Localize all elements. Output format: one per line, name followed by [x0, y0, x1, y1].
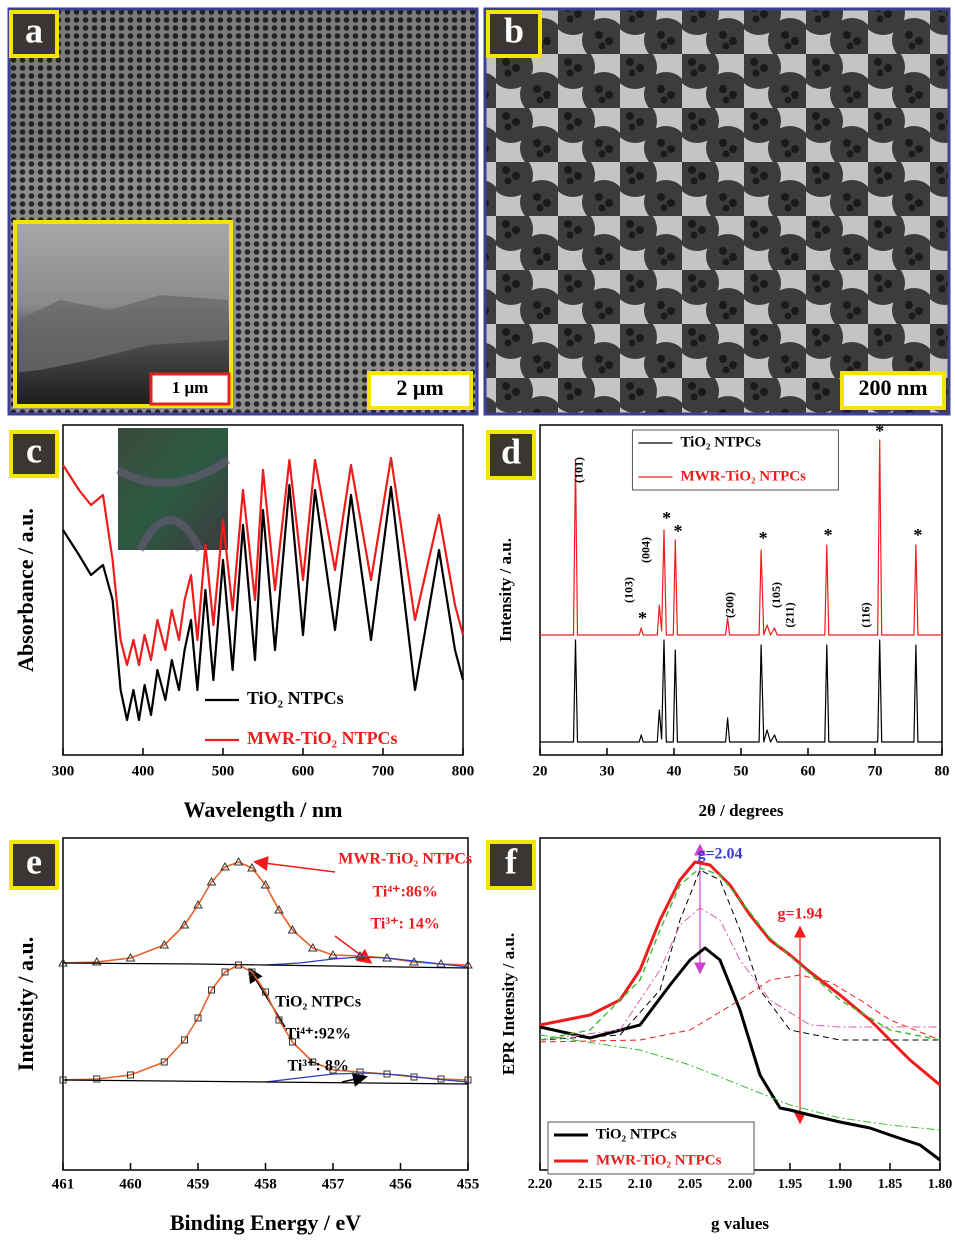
annotation: (103)	[622, 577, 636, 603]
plot-frame	[540, 838, 940, 1170]
x-tick-label: 1.95	[778, 1177, 803, 1192]
annotation: (105)	[769, 582, 783, 608]
x-tick-label: 456	[389, 1176, 412, 1192]
annotation: *	[662, 508, 671, 528]
x-tick-label: 800	[452, 763, 475, 779]
annotation: *	[875, 421, 884, 441]
x-axis-label: Wavelength / nm	[184, 797, 343, 822]
sem-image	[485, 9, 949, 414]
chart-panel: 2.20 2.15 2.10 2.05 2.00 1.95 1.90 1.85 1.80 g va…	[488, 838, 952, 1233]
legend-entry: TiO₂ NTPCs	[247, 688, 344, 708]
chart-panel: 461 460 459 458 457 456 455 Binding Energy / eV…	[11, 838, 479, 1235]
x-tick-label: 2.10	[628, 1177, 653, 1192]
sem-shade	[10, 10, 476, 160]
y-axis-label: Absorbance / a.u.	[13, 508, 38, 672]
x-tick-label: 461	[52, 1176, 75, 1192]
annotation: (116)	[859, 602, 873, 627]
x-tick-label: 300	[52, 763, 75, 779]
annotation: (200)	[723, 592, 737, 618]
x-tick-label: 50	[734, 763, 749, 779]
annotation: MWR-TiO₂ NTPCs	[338, 851, 472, 868]
legend-entry: TiO₂ NTPCs	[596, 1126, 677, 1142]
x-tick-label: 40	[667, 763, 682, 779]
annotation: *	[824, 525, 833, 545]
x-tick-label: 20	[533, 763, 548, 779]
x-tick-label: 70	[868, 763, 883, 779]
x-tick-label: 455	[457, 1176, 480, 1192]
chart-panel: 300 400 500 600 700 800 Wavelength / nm Absorba…	[11, 425, 474, 822]
x-axis-label: g values	[711, 1214, 769, 1233]
scale-bar: 2 μm	[396, 375, 443, 400]
panel-a: 1 μm 2 μm a	[9, 9, 477, 414]
x-tick-label: 80	[935, 763, 950, 779]
annotation: Ti³⁺: 8%	[287, 1058, 348, 1075]
annotation: (101)	[571, 457, 585, 483]
series-line	[540, 862, 940, 1085]
x-tick-label: 2.20	[528, 1177, 553, 1192]
page: 1 μm 2 μm a 200 nm b 300 400 500 600 700 800 W…	[0, 0, 955, 1240]
x-tick-label: 30	[600, 763, 615, 779]
x-tick-label: 457	[322, 1176, 345, 1192]
x-axis-label: 2θ / degrees	[698, 801, 783, 820]
annotation: Ti³⁺: 14%	[371, 916, 440, 933]
chart-panel: 20 30 40 50 60 70 80 2θ / degrees Intensity / a.…	[488, 421, 950, 820]
inset-scale-bar: 1 μm	[172, 378, 209, 397]
x-tick-label: 2.00	[728, 1177, 753, 1192]
series-line	[540, 640, 942, 742]
annotation: *	[913, 525, 922, 545]
legend-entry: MWR-TiO₂ NTPCs	[680, 468, 806, 484]
legend-entry: MWR-TiO₂ NTPCs	[596, 1152, 722, 1168]
annotation: (004)	[638, 537, 652, 563]
annotation: g=2.04	[697, 846, 742, 863]
series-line	[63, 1080, 468, 1084]
x-tick-label: 2.15	[578, 1177, 603, 1192]
x-tick-label: 400	[132, 763, 155, 779]
panel-label: e	[26, 841, 42, 881]
x-tick-label: 500	[212, 763, 235, 779]
panel-label: a	[25, 10, 43, 50]
x-tick-label: 2.05	[678, 1177, 703, 1192]
series-line	[540, 1035, 940, 1130]
series-line	[63, 963, 468, 968]
legend-entry: MWR-TiO₂ NTPCs	[247, 728, 398, 748]
annotation: *	[674, 521, 683, 541]
x-tick-label: 460	[119, 1176, 142, 1192]
annotation: *	[638, 608, 647, 628]
annotation: Ti⁴⁺:92%	[285, 1026, 350, 1043]
annotation: (211)	[782, 602, 796, 627]
x-tick-label: 458	[254, 1176, 277, 1192]
x-tick-label: 700	[372, 763, 395, 779]
panel-label: d	[501, 431, 521, 471]
x-tick-label: 600	[292, 763, 315, 779]
y-axis-label: Intensity / a.u.	[13, 937, 38, 1071]
panel-label: b	[504, 10, 524, 50]
x-tick-label: 1.80	[928, 1177, 953, 1192]
panel-b: 200 nm b	[485, 9, 949, 414]
annotation: Ti⁴⁺:86%	[373, 884, 438, 901]
figure: 1 μm 2 μm a 200 nm b 300 400 500 600 700 800 W…	[0, 0, 955, 1240]
x-tick-label: 1.90	[828, 1177, 853, 1192]
arrow	[342, 1077, 365, 1082]
x-axis-label: Binding Energy / eV	[170, 1210, 361, 1235]
x-tick-label: 60	[801, 763, 816, 779]
annotation: g=1.94	[777, 906, 822, 923]
series-line	[63, 862, 468, 965]
series-line	[63, 965, 468, 1080]
inset-photo	[118, 428, 228, 550]
x-tick-label: 1.85	[878, 1177, 903, 1192]
panel-label: c	[26, 430, 42, 470]
y-axis-label: EPR Intensity / a.u.	[499, 933, 518, 1075]
annotation: *	[759, 528, 768, 548]
scale-bar: 200 nm	[858, 375, 927, 400]
legend-entry: TiO₂ NTPCs	[680, 434, 761, 450]
y-axis-label: Intensity / a.u.	[496, 538, 515, 642]
annotation: TiO₂ NTPCs	[275, 994, 361, 1011]
panel-label: f	[505, 841, 518, 881]
x-tick-label: 459	[187, 1176, 210, 1192]
arrow	[256, 862, 335, 872]
